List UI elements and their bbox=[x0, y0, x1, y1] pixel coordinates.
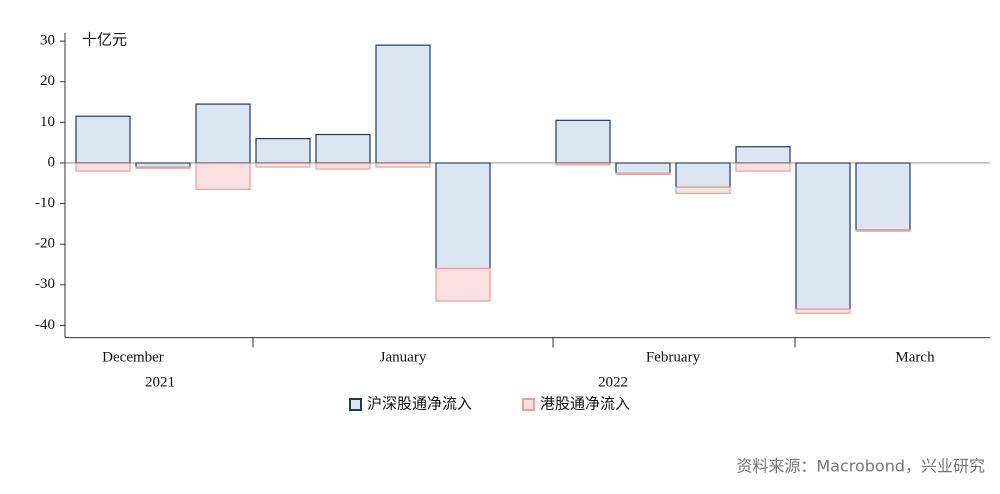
bar bbox=[75, 115, 131, 164]
bar bbox=[795, 308, 851, 314]
x-group-label: January bbox=[380, 349, 427, 365]
x-group-label: March bbox=[895, 349, 935, 365]
legend-swatch bbox=[522, 398, 535, 411]
bar bbox=[375, 44, 431, 164]
source-note: 资料来源：Macrobond，兴业研究 bbox=[736, 457, 985, 476]
y-tick-label: -40 bbox=[35, 317, 55, 333]
bar bbox=[135, 166, 191, 169]
x-year-label: 2022 bbox=[598, 374, 628, 390]
bar bbox=[255, 162, 311, 168]
bar bbox=[855, 162, 911, 231]
bar bbox=[315, 162, 371, 170]
bar bbox=[255, 137, 311, 164]
bar bbox=[615, 172, 671, 175]
x-group-label: February bbox=[646, 349, 701, 365]
bar bbox=[855, 229, 911, 232]
bar bbox=[675, 186, 731, 195]
bar bbox=[555, 162, 611, 166]
bar bbox=[75, 162, 131, 172]
y-tick-label: -10 bbox=[35, 195, 55, 211]
bar bbox=[195, 103, 251, 164]
bar bbox=[735, 162, 791, 172]
legend-swatch bbox=[349, 398, 362, 411]
bar bbox=[135, 162, 191, 168]
y-tick-label: -30 bbox=[35, 276, 55, 292]
x-year-label: 2021 bbox=[145, 374, 175, 390]
bar bbox=[435, 162, 491, 270]
unit-label: 十亿元 bbox=[82, 31, 127, 48]
bar bbox=[435, 267, 491, 302]
bar bbox=[735, 146, 791, 164]
bar bbox=[795, 162, 851, 310]
bar bbox=[615, 162, 671, 174]
y-tick-label: -20 bbox=[35, 236, 55, 252]
y-tick-label: 10 bbox=[40, 114, 55, 130]
bar bbox=[315, 133, 371, 164]
y-tick-label: 0 bbox=[48, 154, 56, 170]
bar bbox=[195, 162, 251, 190]
y-tick-label: 30 bbox=[40, 33, 55, 49]
x-group-label: December bbox=[102, 349, 164, 365]
bar bbox=[375, 162, 431, 168]
bar bbox=[675, 162, 731, 188]
y-tick-label: 20 bbox=[40, 73, 55, 89]
legend-label: 沪深股通净流入 bbox=[367, 395, 472, 412]
legend-label: 港股通净流入 bbox=[540, 395, 630, 412]
bar bbox=[555, 119, 611, 164]
